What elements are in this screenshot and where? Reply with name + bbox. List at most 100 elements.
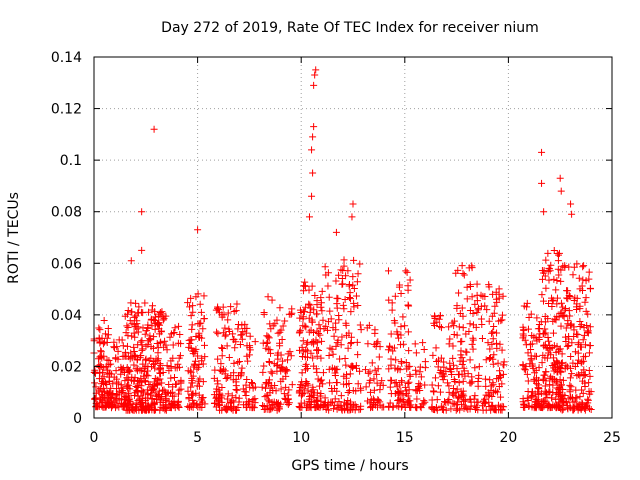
data-point — [531, 352, 539, 360]
data-point — [127, 349, 135, 357]
data-point — [130, 392, 138, 400]
data-point — [480, 395, 488, 403]
data-point — [553, 300, 561, 308]
data-point — [221, 324, 229, 332]
data-point — [553, 277, 561, 285]
y-tick-label: 0.02 — [51, 359, 82, 375]
data-point — [553, 294, 561, 302]
data-point — [278, 335, 286, 343]
data-point — [538, 359, 546, 367]
data-point — [563, 287, 571, 295]
data-point — [313, 346, 321, 354]
data-point — [574, 331, 582, 339]
data-point — [162, 341, 170, 349]
data-point — [521, 336, 529, 344]
data-point — [217, 360, 225, 368]
data-point — [308, 388, 316, 396]
data-point — [541, 387, 549, 395]
data-point — [217, 366, 225, 374]
data-point — [467, 379, 475, 387]
data-point — [101, 330, 109, 338]
data-point — [133, 376, 141, 384]
data-point — [237, 370, 245, 378]
data-point — [199, 378, 207, 386]
data-point — [268, 296, 276, 304]
data-point — [488, 312, 496, 320]
data-point — [306, 301, 314, 309]
x-tick-label: 0 — [90, 430, 99, 446]
data-point — [455, 323, 463, 331]
data-point — [268, 382, 276, 390]
data-point — [581, 382, 589, 390]
data-point — [550, 359, 558, 367]
x-tick-label: 15 — [396, 430, 414, 446]
data-point — [397, 323, 405, 331]
data-point — [526, 360, 534, 368]
data-point — [325, 352, 333, 360]
data-point — [541, 312, 549, 320]
data-point — [560, 313, 568, 321]
data-point — [584, 310, 592, 318]
data-point — [175, 322, 183, 330]
data-point — [301, 278, 309, 286]
data-point — [318, 337, 326, 345]
data-point — [549, 317, 557, 325]
data-point — [258, 383, 266, 391]
data-point — [96, 353, 104, 361]
data-point — [299, 337, 307, 345]
data-point — [154, 349, 162, 357]
data-point — [567, 364, 575, 372]
data-point — [436, 312, 444, 320]
data-point — [496, 374, 504, 382]
data-point — [558, 350, 566, 358]
data-point — [439, 404, 447, 412]
data-point — [356, 321, 364, 329]
data-point — [131, 333, 139, 341]
data-point — [493, 298, 501, 306]
data-point — [386, 342, 394, 350]
data-point — [196, 400, 204, 408]
data-point — [318, 376, 326, 384]
data-point — [111, 344, 119, 352]
data-point — [347, 403, 355, 411]
data-point — [353, 278, 361, 286]
data-point — [322, 406, 330, 414]
data-point — [384, 267, 392, 275]
data-point — [221, 405, 229, 413]
data-point — [538, 275, 546, 283]
data-point — [459, 324, 467, 332]
data-point — [309, 133, 317, 141]
data-point — [391, 364, 399, 372]
data-point — [468, 340, 476, 348]
data-point — [489, 290, 497, 298]
data-point — [498, 346, 506, 354]
data-point — [544, 267, 552, 275]
data-point — [266, 346, 274, 354]
data-point — [312, 66, 320, 74]
data-point — [379, 381, 387, 389]
data-point — [187, 368, 195, 376]
data-point — [561, 306, 569, 314]
data-point — [273, 316, 281, 324]
data-point — [368, 359, 376, 367]
data-point — [295, 402, 303, 410]
data-point — [491, 406, 499, 414]
data-point — [137, 308, 145, 316]
data-point — [190, 363, 198, 371]
data-point — [201, 353, 209, 361]
data-point — [570, 405, 578, 413]
data-point — [308, 316, 316, 324]
data-point — [303, 364, 311, 372]
data-point — [444, 398, 452, 406]
data-point — [141, 330, 149, 338]
data-point — [148, 322, 156, 330]
data-point — [557, 266, 565, 274]
data-point — [474, 382, 482, 390]
data-point — [108, 370, 116, 378]
data-point — [396, 281, 404, 289]
data-point — [581, 352, 589, 360]
data-point — [279, 357, 287, 365]
data-point — [584, 329, 592, 337]
data-point — [122, 329, 130, 337]
data-point — [308, 282, 316, 290]
